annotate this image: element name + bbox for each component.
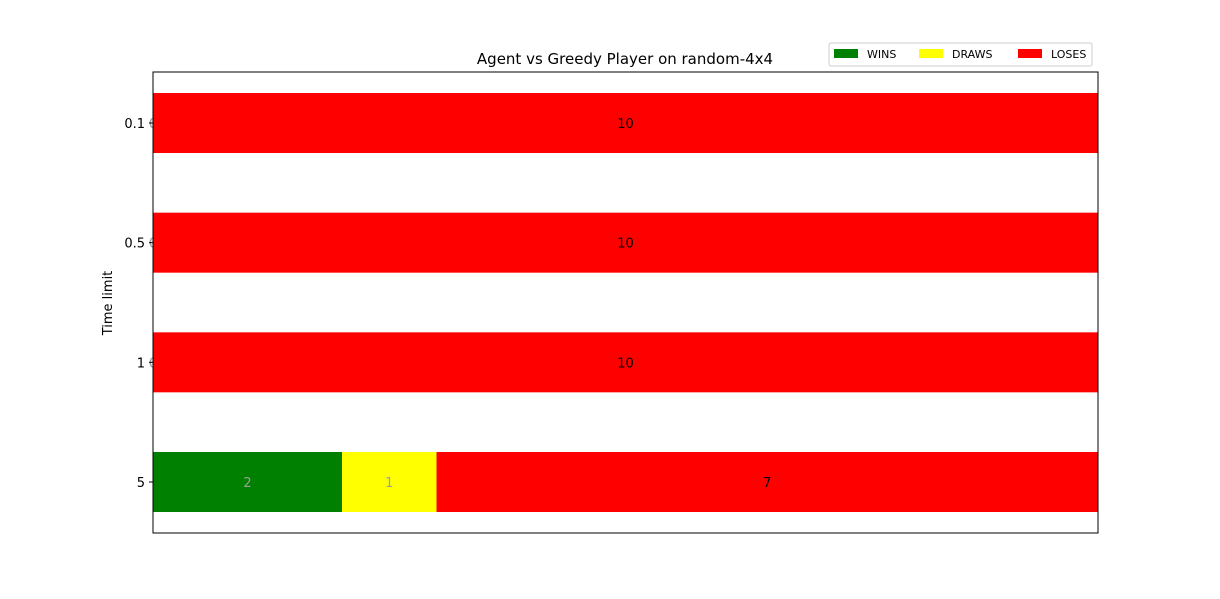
legend: WINS DRAWS LOSES (828, 42, 1093, 67)
legend-label-draws: DRAWS (952, 48, 992, 61)
legend-label-wins: WINS (867, 48, 896, 61)
bar-loses-1 (153, 212, 1098, 273)
legend-label-loses: LOSES (1051, 48, 1086, 61)
bar-label-loses-0: 10 (617, 117, 634, 132)
y-tick-label-0: 0.1 (124, 117, 145, 132)
bar-draws-3 (342, 452, 437, 512)
y-tick-label-3: 5 (137, 476, 145, 491)
bar-loses-3 (436, 452, 1098, 512)
legend-box (828, 42, 1093, 67)
bar-loses-2 (153, 332, 1098, 393)
legend-swatch-draws (919, 49, 943, 58)
legend-swatch-loses (1018, 49, 1042, 58)
bars-group: 001000100010217 (149, 93, 1098, 512)
bar-label-loses-2: 10 (617, 356, 634, 371)
plot-frame (152, 71, 1099, 534)
bar-label-loses-1: 10 (617, 237, 634, 252)
chart-title: Agent vs Greedy Player on random-4x4 (477, 50, 773, 68)
bar-label-loses-3: 7 (763, 476, 771, 491)
y-ticks: 0.1 0.5 1 5 (124, 117, 153, 491)
y-axis-label: Time limit (101, 271, 116, 337)
y-tick-label-2: 1 (137, 356, 145, 371)
legend-swatch-wins (834, 49, 858, 58)
bar-loses-0 (153, 93, 1098, 153)
bar-label-wins-3: 2 (243, 476, 251, 491)
y-tick-label-1: 0.5 (124, 237, 145, 252)
bar-label-draws-3: 1 (385, 476, 393, 491)
bar-wins-3 (153, 452, 342, 512)
